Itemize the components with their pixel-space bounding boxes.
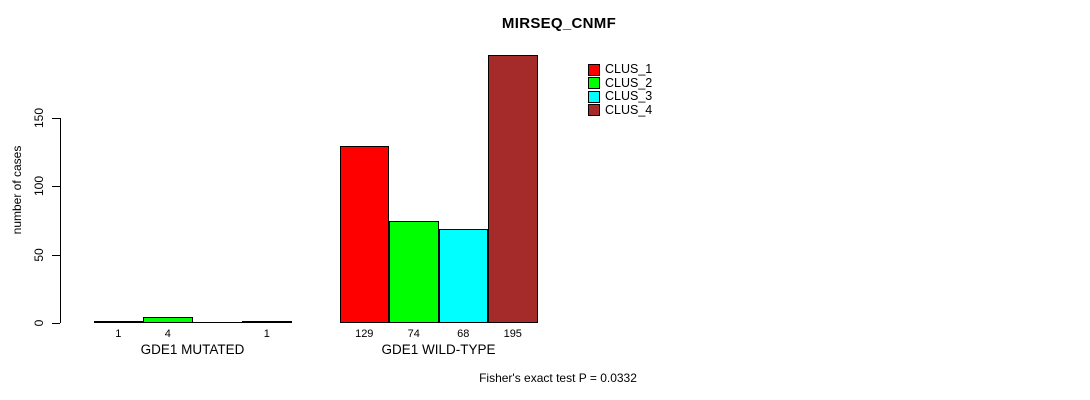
legend-swatch-icon	[588, 90, 600, 103]
legend-swatch-icon	[588, 63, 600, 76]
bar-clus_2	[143, 317, 193, 323]
bar-value-label: 1	[115, 328, 122, 340]
bar-value-label: 129	[355, 328, 374, 340]
legend-row: CLUS_3	[588, 90, 652, 103]
legend-swatch-icon	[588, 104, 600, 117]
bar-value-label: 74	[407, 328, 420, 340]
y-axis-label: number of cases	[10, 145, 24, 235]
legend-row: CLUS_2	[588, 75, 653, 90]
y-tick-label: 0	[32, 319, 46, 327]
bar-clus_4	[488, 55, 538, 323]
bar-value-label: 68	[457, 328, 470, 340]
y-axis-line	[60, 118, 61, 323]
bar-clus_3	[192, 322, 242, 323]
legend-label: CLUS_1	[605, 62, 653, 76]
legend-label: CLUS_3	[605, 89, 653, 104]
legend-row: CLUS_4	[588, 102, 653, 117]
y-tick	[52, 118, 60, 119]
footer-annotation: Fisher's exact test P = 0.0332	[479, 371, 637, 385]
y-tick	[52, 323, 60, 324]
y-tick	[52, 255, 60, 256]
bar-clus_1	[93, 321, 143, 323]
bar-value-label: 195	[503, 328, 522, 340]
y-tick	[52, 186, 60, 187]
bar-clus_4	[242, 321, 292, 323]
legend-swatch-icon	[588, 77, 600, 90]
chart-title: MIRSEQ_CNMF	[501, 15, 617, 32]
y-tick-label: 50	[32, 248, 46, 262]
y-tick-label: 100	[32, 175, 46, 197]
bar-value-label: 4	[164, 328, 171, 340]
group-label: GDE1 WILD-TYPE	[381, 342, 496, 357]
legend-row: CLUS_1	[588, 63, 652, 76]
bar-value-label: 1	[263, 328, 270, 340]
bar-clus_3	[438, 229, 488, 323]
group-label: GDE1 MUTATED	[140, 342, 245, 357]
legend-label: CLUS_2	[605, 75, 653, 90]
y-tick-label: 150	[32, 107, 46, 129]
bar-clus_2	[389, 221, 439, 323]
legend-label: CLUS_4	[605, 102, 653, 117]
bar-clus_1	[339, 146, 389, 323]
